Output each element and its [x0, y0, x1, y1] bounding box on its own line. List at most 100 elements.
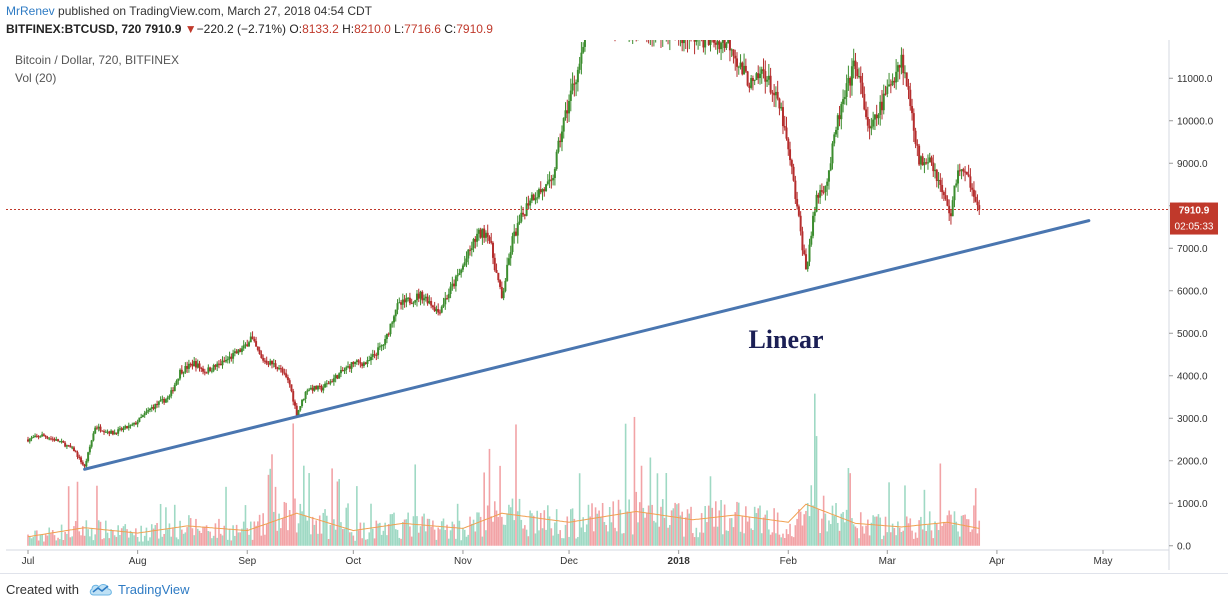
- volume-bar: [328, 539, 330, 546]
- candle-body: [936, 170, 938, 181]
- volume-bar: [874, 517, 876, 546]
- volume-bar: [768, 529, 770, 545]
- candle-body: [409, 298, 411, 303]
- candle-body: [890, 84, 892, 85]
- candle-body: [946, 199, 948, 206]
- candle-body: [888, 84, 890, 86]
- candle-body: [361, 364, 363, 366]
- candle-body: [488, 237, 490, 241]
- volume-bar: [308, 473, 310, 546]
- candle-body: [808, 245, 810, 262]
- candle-body: [315, 386, 317, 389]
- volume-bar: [796, 519, 798, 546]
- author-link[interactable]: MrRenev: [6, 4, 55, 18]
- volume-bar: [110, 529, 112, 545]
- volume-bar: [84, 536, 86, 546]
- volume-bar: [862, 526, 864, 546]
- high-label: H:: [342, 22, 354, 36]
- volume-bar: [280, 528, 282, 546]
- candle-body: [94, 428, 96, 434]
- candle-body: [536, 197, 538, 198]
- volume-bar: [529, 511, 531, 546]
- candle-body: [73, 447, 75, 451]
- candle-body: [352, 362, 354, 364]
- candle: [747, 71, 749, 87]
- volume-bar: [356, 486, 358, 546]
- candle-body: [527, 203, 529, 205]
- candle-body: [559, 141, 561, 142]
- volume-bar: [174, 505, 176, 546]
- candle-body: [365, 362, 367, 364]
- price-chart[interactable]: Linear Bitcoin / Dollar, 720, BITFINEX V…: [6, 40, 1222, 570]
- time-tick-label: Jul: [22, 556, 35, 567]
- candle-body: [782, 107, 784, 126]
- volume-bar: [483, 472, 485, 545]
- volume-bar: [787, 534, 789, 546]
- symbol-label: BITFINEX:BTCUSD, 720: [6, 22, 141, 36]
- candle-body: [976, 202, 978, 205]
- volume-bar: [485, 530, 487, 546]
- volume-bar: [671, 510, 673, 545]
- candle-body: [952, 200, 954, 216]
- volume-bar: [337, 482, 339, 546]
- candle-body: [755, 73, 757, 80]
- volume-bar: [968, 519, 970, 545]
- candle-body: [451, 284, 453, 287]
- volume-bar: [535, 533, 537, 545]
- volume-bar: [476, 512, 478, 545]
- candle-body: [296, 406, 298, 416]
- candle-body: [920, 156, 922, 164]
- volume-bar: [531, 513, 533, 546]
- volume-bar: [268, 475, 270, 546]
- tradingview-cloud-icon[interactable]: [88, 580, 114, 598]
- volume-bar: [41, 534, 43, 546]
- candle-body: [964, 172, 966, 173]
- volume-bar: [331, 468, 333, 545]
- candle-body: [430, 301, 432, 306]
- volume-bar: [314, 525, 316, 546]
- time-tick-label: 2018: [668, 556, 691, 567]
- volume-bar: [565, 525, 567, 546]
- candle-body: [803, 250, 805, 254]
- linear-annotation[interactable]: Linear: [748, 325, 823, 354]
- tradingview-brand-link[interactable]: TradingView: [118, 582, 190, 597]
- volume-bar: [459, 521, 461, 546]
- volume-bar: [699, 532, 701, 545]
- candle-body: [734, 56, 736, 59]
- open-value: 8133.2: [302, 22, 339, 36]
- candle-body: [255, 341, 257, 347]
- volume-bar: [938, 530, 940, 546]
- volume-bar: [904, 485, 906, 545]
- candle-body: [276, 367, 278, 369]
- volume-bar: [644, 518, 646, 546]
- time-tick-label: Feb: [780, 556, 798, 567]
- volume-indicator-label[interactable]: Vol (20): [15, 71, 56, 85]
- volume-bar: [34, 531, 36, 546]
- volume-bar: [469, 517, 471, 546]
- volume-bar: [393, 513, 395, 546]
- candle-body: [759, 74, 761, 78]
- volume-bar: [855, 526, 857, 545]
- volume-bar: [360, 523, 362, 546]
- candle-body: [510, 252, 512, 258]
- candle-body: [879, 102, 881, 115]
- candle-body: [64, 443, 66, 447]
- volume-bar: [563, 538, 565, 545]
- volume-bar: [614, 528, 616, 546]
- candle-body: [885, 94, 887, 95]
- volume-bar: [929, 511, 931, 545]
- candle-body: [384, 339, 386, 345]
- volume-bar: [358, 530, 360, 545]
- volume-bar: [494, 501, 496, 545]
- volume-bar: [701, 513, 703, 546]
- volume-bar: [418, 533, 420, 546]
- volume-bar: [761, 533, 763, 546]
- candle-body: [916, 144, 918, 146]
- candle-body: [773, 93, 775, 95]
- volume-bar: [100, 522, 102, 546]
- candle-body: [717, 41, 719, 45]
- candle-body: [374, 354, 376, 355]
- volume-bar: [839, 531, 841, 546]
- volume-bar: [254, 521, 256, 545]
- volume-bar: [296, 532, 298, 545]
